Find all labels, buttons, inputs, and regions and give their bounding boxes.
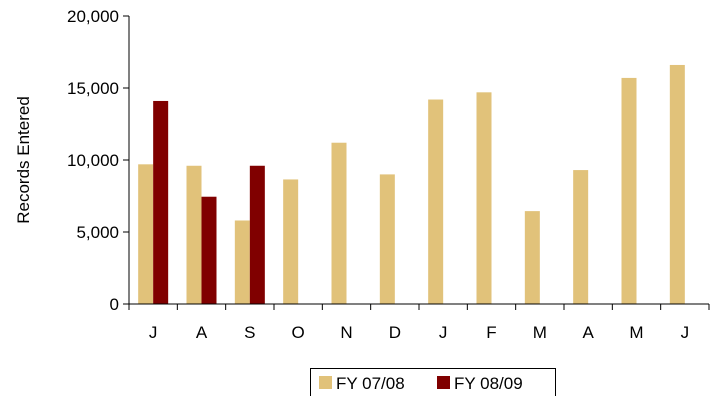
legend-box (310, 368, 556, 396)
bar-fy0708-7 (476, 92, 492, 304)
bar-fy0708-3 (283, 179, 299, 304)
legend-label-fy0809: FY 08/09 (454, 374, 523, 393)
legend: FY 07/08 FY 08/09 (310, 368, 556, 396)
bar-fy0809-1 (201, 196, 217, 304)
bar-fy0708-6 (428, 99, 444, 305)
x-tick-label: A (196, 323, 208, 342)
x-tick-label: N (340, 323, 352, 342)
bar-fy0809-2 (249, 165, 265, 304)
bar-fy0708-4 (331, 142, 347, 304)
x-tick-label: F (486, 323, 496, 342)
bar-fy0708-9 (573, 170, 589, 304)
y-axis-ticks: 0 5,000 10,000 15,000 20,000 (67, 7, 129, 314)
x-tick-label: A (582, 323, 594, 342)
x-tick-label: J (681, 323, 690, 342)
y-tick-label: 20,000 (67, 7, 119, 26)
bar-fy0809-0 (153, 100, 169, 305)
y-tick-label: 10,000 (67, 151, 119, 170)
legend-label-fy0708: FY 07/08 (336, 374, 405, 393)
x-tick-label: M (533, 323, 547, 342)
y-tick-label: 5,000 (76, 223, 119, 242)
bars (138, 64, 685, 305)
x-tick-label: O (292, 323, 305, 342)
y-tick-label: 0 (110, 295, 119, 314)
bar-fy0708-2 (234, 220, 250, 304)
bar-fy0708-0 (138, 164, 154, 304)
bar-fy0708-1 (186, 165, 202, 304)
bar-fy0708-10 (621, 77, 637, 304)
legend-swatch-fy0809 (437, 376, 450, 389)
bar-fy0708-5 (379, 174, 395, 304)
y-tick-label: 15,000 (67, 79, 119, 98)
x-tick-label: M (629, 323, 643, 342)
y-axis-title: Records Entered (14, 96, 33, 224)
bar-fy0708-11 (669, 64, 685, 305)
x-tick-label: J (149, 323, 158, 342)
axes (128, 16, 710, 310)
legend-swatch-fy0708 (319, 376, 332, 389)
x-tick-label: J (439, 323, 448, 342)
bar-fy0708-8 (524, 211, 540, 304)
x-tick-label: D (389, 323, 401, 342)
x-tick-label: S (244, 323, 255, 342)
